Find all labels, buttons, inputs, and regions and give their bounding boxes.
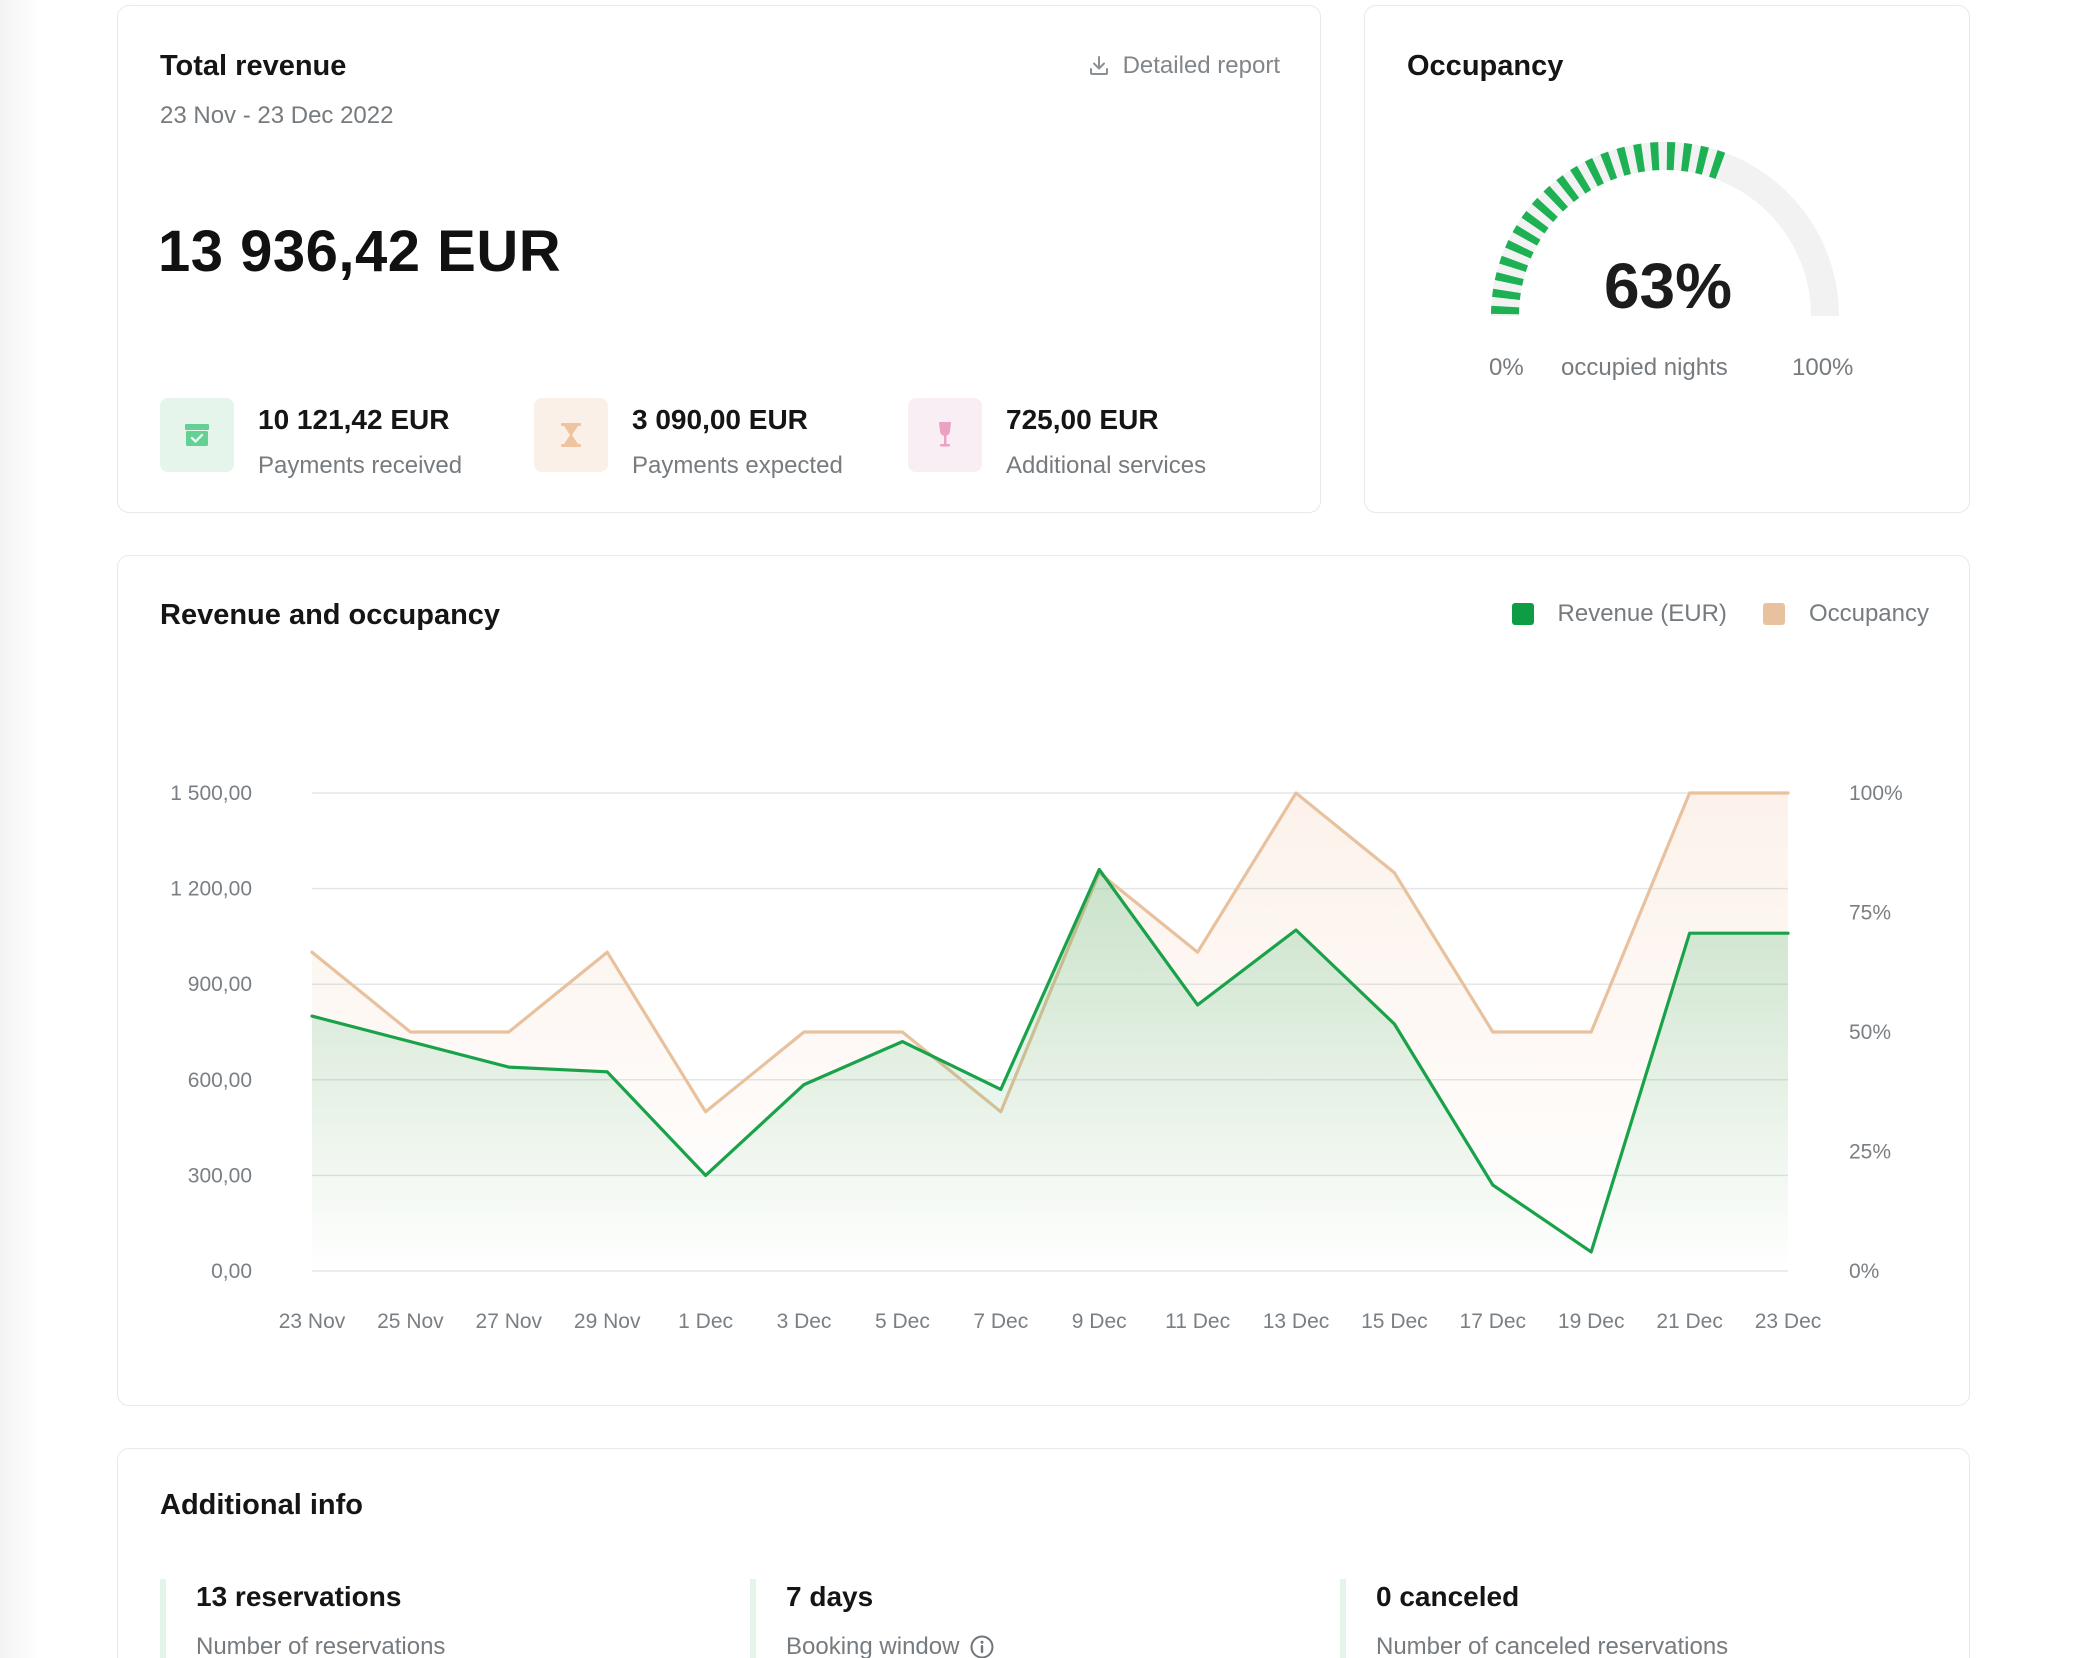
gauge-segment: [1492, 288, 1521, 301]
gauge-segment: [1499, 255, 1529, 273]
occupancy-value: 63%: [1603, 250, 1733, 322]
gauge-segment: [1695, 145, 1709, 175]
x-tick-label: 19 Dec: [1558, 1310, 1625, 1333]
additional-services-label: Additional services: [1006, 452, 1207, 479]
legend-label-revenue: Revenue (EUR): [1557, 600, 1727, 627]
gauge-segment: [1600, 151, 1618, 181]
gauge-segment: [1616, 146, 1631, 176]
gauge-segment: [1512, 225, 1541, 246]
x-tick-label: 21 Dec: [1656, 1310, 1723, 1333]
gauge-segment: [1584, 157, 1604, 187]
y-left-tick-label: 0,00: [211, 1260, 252, 1283]
y-right-tick-label: 75%: [1849, 902, 1891, 925]
x-tick-label: 7 Dec: [973, 1310, 1028, 1333]
x-tick-label: 3 Dec: [777, 1310, 832, 1333]
y-right-tick-label: 100%: [1849, 782, 1903, 805]
x-tick-label: 27 Nov: [476, 1310, 543, 1333]
x-tick-label: 1 Dec: [678, 1310, 733, 1333]
legend-swatch-occupancy: [1762, 603, 1785, 625]
wine-glass-icon: [908, 398, 982, 472]
revenue-series-area: [312, 869, 1788, 1271]
revenue-occupancy-card: 0,00 300,00 600,00 900,00 1 200,00 1 500,00 0%…: [117, 555, 1970, 1406]
detailed-report-label: Detailed report: [1122, 52, 1280, 79]
x-tick-label: 15 Dec: [1361, 1310, 1428, 1333]
gauge-track: [1491, 142, 1839, 317]
x-tick-label: 9 Dec: [1072, 1310, 1127, 1333]
canceled-label: Number of canceled reservations: [1376, 1633, 1729, 1658]
chart-title: Revenue and occupancy: [160, 599, 501, 631]
info-item-booking-window: 7 days Booking window: [750, 1579, 995, 1658]
x-tick-label: 17 Dec: [1460, 1310, 1527, 1333]
legend-item-revenue[interactable]: Revenue (EUR): [1511, 600, 1727, 628]
total-revenue-title: Total revenue: [160, 50, 347, 82]
payments-received-value: 10 121,42 EUR: [258, 404, 450, 435]
payments-expected-label: Payments expected: [632, 452, 843, 479]
revenue-occupancy-chart: 0,00 300,00 600,00 900,00 1 200,00 1 500,00 0%…: [170, 782, 1903, 1333]
gauge-segment: [1633, 143, 1646, 173]
occupancy-card: Occupancy 63% 0% occupied nights 100%: [1364, 5, 1970, 513]
legend-item-occupancy[interactable]: Occupancy: [1762, 600, 1929, 628]
x-tick-label: 11 Dec: [1165, 1310, 1230, 1333]
payments-received-label: Payments received: [258, 452, 463, 479]
y-left-tick-label: 300,00: [188, 1164, 252, 1187]
gauge-segment: [1521, 210, 1549, 234]
x-tick-label: 13 Dec: [1263, 1310, 1330, 1333]
date-range: 23 Nov - 23 Dec 2022: [160, 102, 394, 129]
occupancy-gauge: [1491, 142, 1839, 317]
gauge-caption: occupied nights: [1561, 354, 1728, 381]
gauge-segment: [1570, 165, 1592, 194]
booking-window-value: 7 days: [786, 1581, 874, 1612]
download-icon: [1089, 56, 1108, 75]
info-icon[interactable]: [969, 1634, 995, 1658]
gauge-segment: [1543, 185, 1569, 212]
payments-expected-value: 3 090,00 EUR: [632, 404, 808, 435]
stat-payments-expected: 3 090,00 EUR Payments expected: [534, 398, 843, 480]
hourglass-icon: [534, 398, 608, 472]
gauge-segment: [1556, 175, 1580, 203]
legend-label-occupancy: Occupancy: [1808, 600, 1929, 627]
total-revenue-card: Total revenue 23 Nov - 23 Dec 2022 Detai…: [117, 5, 1321, 513]
y-right-tick-label: 25%: [1849, 1141, 1891, 1164]
box-check-icon: [160, 398, 234, 472]
booking-window-label: Booking window: [786, 1633, 960, 1658]
y-right-tick-label: 50%: [1849, 1021, 1891, 1044]
gauge-max-label: 100%: [1792, 354, 1854, 381]
info-item-canceled: 0 canceled Number of canceled reservatio…: [1340, 1579, 1728, 1658]
additional-info-card: Additional info 13 reservations Number o…: [117, 1448, 1970, 1658]
stat-payments-received: 10 121,42 EUR Payments received: [160, 398, 462, 480]
stat-additional-services: 725,00 EUR Additional services: [908, 398, 1206, 480]
occupancy-title: Occupancy: [1407, 50, 1564, 82]
y-left-tick-label: 600,00: [188, 1069, 252, 1092]
booking-window-row: Booking window: [786, 1633, 995, 1658]
y-left-tick-label: 1 200,00: [170, 878, 252, 901]
gauge-segment: [1505, 240, 1534, 259]
reservations-value: 13 reservations: [196, 1581, 402, 1612]
chart-legend: Revenue (EUR) Occupancy: [1511, 600, 1929, 628]
detailed-report-link[interactable]: Detailed report: [1087, 52, 1280, 80]
y-left-tick-label: 1 500,00: [170, 782, 252, 805]
legend-swatch-revenue: [1511, 603, 1534, 625]
gauge-min-label: 0%: [1489, 354, 1524, 381]
x-tick-label: 25 Nov: [377, 1310, 444, 1333]
y-right-tick-label: 0%: [1849, 1260, 1879, 1283]
additional-info-title: Additional info: [160, 1489, 363, 1521]
y-left-tick-label: 900,00: [188, 973, 252, 996]
reservations-label: Number of reservations: [196, 1633, 446, 1658]
x-tick-label: 23 Dec: [1755, 1310, 1822, 1333]
gauge-segment: [1494, 272, 1524, 286]
gauge-segment: [1680, 143, 1693, 172]
canceled-value: 0 canceled: [1376, 1581, 1520, 1612]
gauge-segment: [1531, 197, 1558, 223]
total-revenue-value: 13 936,42 EUR: [158, 219, 562, 284]
x-tick-label: 23 Nov: [279, 1310, 346, 1333]
additional-services-value: 725,00 EUR: [1006, 404, 1159, 435]
gauge-segment: [1708, 150, 1726, 180]
x-tick-label: 29 Nov: [574, 1310, 641, 1333]
x-tick-label: 5 Dec: [875, 1310, 930, 1333]
info-item-reservations: 13 reservations Number of reservations: [160, 1579, 445, 1658]
